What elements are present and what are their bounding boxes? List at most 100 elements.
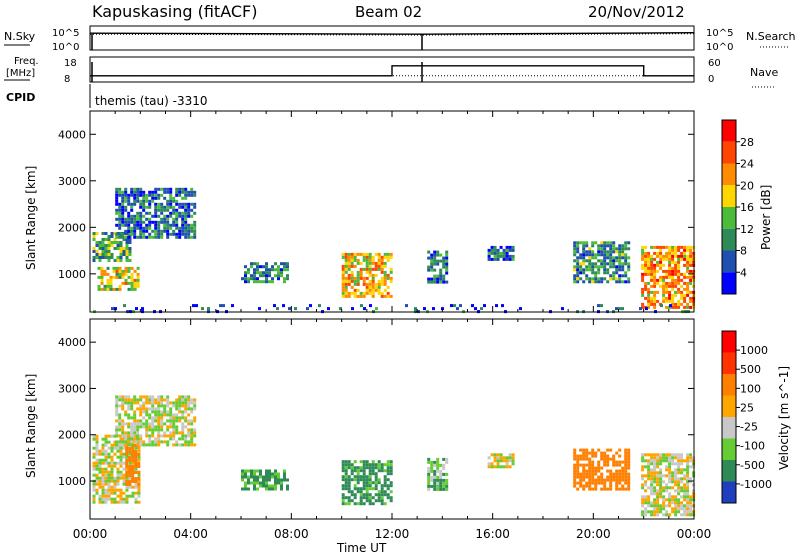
heatmap-cell	[677, 302, 681, 306]
heatmap-cell	[591, 241, 595, 245]
heatmap-cell	[430, 460, 434, 464]
heatmap-cell	[145, 407, 149, 411]
heatmap-cell	[139, 232, 143, 236]
heatmap-cell	[671, 260, 675, 264]
heatmap-cell	[145, 211, 149, 215]
heatmap-cell	[597, 277, 601, 281]
heatmap-cell	[668, 462, 672, 466]
heatmap-cell	[190, 187, 194, 191]
heatmap-cell	[609, 259, 613, 263]
heatmap-cell	[145, 398, 149, 402]
heatmap-cell	[131, 477, 135, 480]
heatmap-cell	[118, 440, 122, 444]
heatmap-cell	[116, 500, 120, 504]
heatmap-cell	[582, 484, 586, 488]
heatmap-cell	[576, 460, 580, 464]
heatmap-cell	[627, 277, 631, 281]
heatmap-cell	[265, 484, 268, 488]
heatmap-cell	[671, 254, 675, 258]
heatmap-cell	[573, 472, 577, 476]
heatmap-cell	[107, 482, 111, 486]
heatmap-cell	[597, 463, 601, 467]
heatmap-cell	[184, 398, 188, 402]
heatmap-cell	[606, 280, 610, 284]
heatmap-cell	[612, 250, 616, 254]
heatmap-cell	[241, 478, 244, 482]
heatmap-cell	[353, 291, 357, 295]
heatmap-cell	[686, 483, 690, 487]
heatmap-cell	[127, 214, 131, 218]
heatmap-cell	[683, 483, 687, 487]
heatmap-cell	[594, 256, 598, 260]
heatmap-cell	[283, 262, 286, 266]
heatmap-cell	[181, 226, 185, 230]
heatmap-cell	[377, 490, 381, 494]
heatmap-cell	[668, 513, 672, 517]
heatmap-cell	[359, 291, 363, 295]
heatmap-cell	[121, 398, 125, 402]
heatmap-cell	[256, 481, 259, 485]
heatmap-cell	[490, 251, 494, 255]
heatmap-cell	[181, 190, 185, 194]
heatmap-cell	[92, 256, 96, 259]
heatmap-cell	[668, 284, 672, 288]
heatmap-cell	[253, 472, 256, 476]
heatmap-cell	[362, 267, 366, 271]
heatmap-cell	[101, 458, 105, 462]
heatmap-cell	[95, 449, 99, 453]
heatmap-cell	[671, 474, 675, 478]
heatmap-cell	[377, 291, 381, 295]
heatmap-cell	[427, 469, 431, 473]
heatmap-cell	[181, 223, 185, 227]
heatmap-cell	[647, 495, 651, 499]
heatmap-cell	[499, 453, 503, 457]
heatmap-cell	[121, 193, 125, 197]
heatmap-cell	[582, 268, 586, 272]
heatmap-cell	[151, 434, 155, 438]
heatmap-cell	[573, 253, 577, 257]
heatmap-cell	[362, 469, 366, 473]
heatmap-cell	[442, 457, 446, 461]
heatmap-cell	[683, 507, 687, 511]
heatmap-cell	[118, 434, 122, 438]
heatmap-cell	[151, 440, 155, 444]
heatmap-cell	[190, 440, 194, 444]
heatmap-cell	[383, 255, 387, 259]
heatmap-cell	[142, 193, 146, 197]
heatmap-cell	[283, 475, 286, 479]
heatmap-cell	[256, 271, 259, 275]
heatmap-cell	[175, 226, 179, 230]
heatmap-cell	[433, 460, 437, 464]
heatmap-cell	[169, 437, 173, 441]
heatmap-cell	[341, 460, 345, 464]
heatmap-cell	[665, 251, 669, 255]
heatmap-cell	[134, 456, 138, 459]
heatmap-cell	[439, 253, 443, 257]
heatmap-cell	[371, 276, 375, 280]
heatmap-cell	[115, 217, 119, 221]
heatmap-cell	[268, 475, 271, 479]
heatmap-cell	[190, 202, 194, 206]
velocity-colorbar-label: Velocity [m s^-1]	[777, 366, 791, 470]
heatmap-cell	[612, 241, 616, 245]
heatmap-cell	[618, 478, 622, 482]
heatmap-cell	[624, 472, 628, 476]
heatmap-cell	[184, 232, 188, 236]
heatmap-cell	[573, 274, 577, 278]
heatmap-cell	[193, 220, 197, 224]
heatmap-cell	[286, 265, 289, 269]
heatmap-cell	[192, 304, 195, 308]
heatmap-cell	[151, 229, 155, 233]
heatmap-cell	[193, 202, 197, 206]
heatmap-cell	[160, 425, 164, 429]
heatmap-cell	[597, 259, 601, 263]
heatmap-cell	[133, 202, 137, 206]
heatmap-cell	[104, 247, 108, 250]
heatmap-cell	[386, 294, 390, 298]
heatmap-cell	[172, 422, 176, 426]
heatmap-cell	[442, 472, 446, 476]
heatmap-cell	[371, 481, 375, 485]
heatmap-cell	[110, 497, 114, 501]
heatmap-cell	[133, 284, 137, 288]
heatmap-cell	[659, 477, 663, 481]
